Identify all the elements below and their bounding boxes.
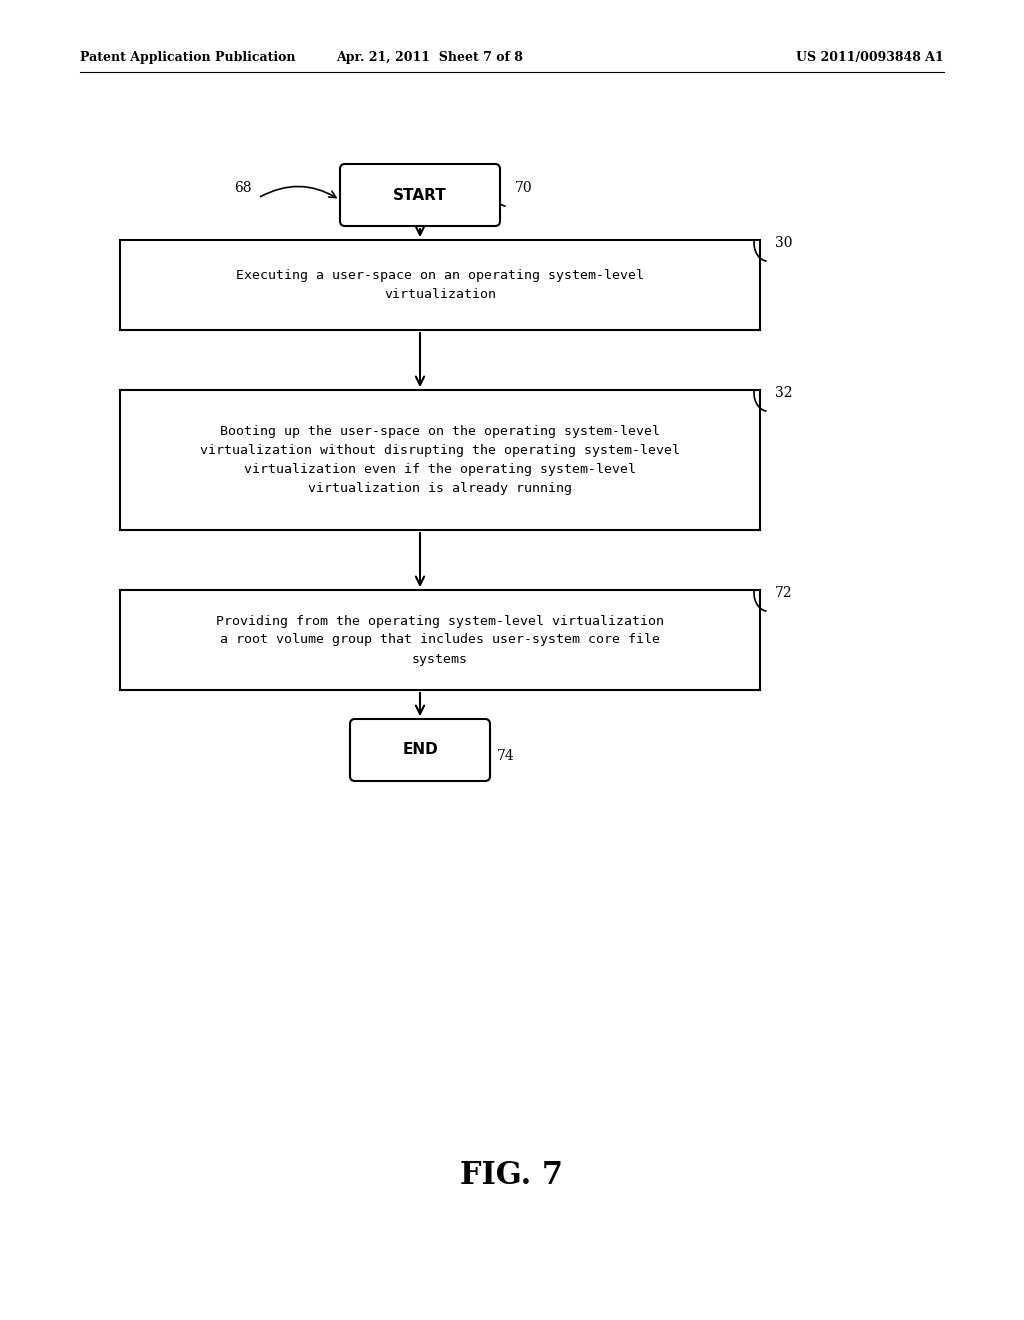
Text: END: END	[402, 742, 438, 758]
FancyBboxPatch shape	[120, 590, 760, 690]
Text: Booting up the user-space on the operating system-level
virtualization without d: Booting up the user-space on the operati…	[200, 425, 680, 495]
Text: 70: 70	[515, 181, 532, 195]
Text: FIG. 7: FIG. 7	[461, 1159, 563, 1191]
Text: 68: 68	[234, 181, 252, 195]
Text: Patent Application Publication: Patent Application Publication	[80, 51, 296, 65]
Text: 72: 72	[775, 586, 793, 601]
FancyBboxPatch shape	[120, 389, 760, 531]
Text: Apr. 21, 2011  Sheet 7 of 8: Apr. 21, 2011 Sheet 7 of 8	[337, 51, 523, 65]
Text: 32: 32	[775, 385, 793, 400]
Text: US 2011/0093848 A1: US 2011/0093848 A1	[797, 51, 944, 65]
FancyBboxPatch shape	[340, 164, 500, 226]
FancyBboxPatch shape	[350, 719, 490, 781]
Text: 30: 30	[775, 236, 793, 249]
Text: Providing from the operating system-level virtualization
a root volume group tha: Providing from the operating system-leve…	[216, 615, 664, 665]
Text: 74: 74	[497, 748, 515, 763]
Text: Executing a user-space on an operating system-level
virtualization: Executing a user-space on an operating s…	[236, 269, 644, 301]
FancyBboxPatch shape	[120, 240, 760, 330]
Text: START: START	[393, 187, 446, 202]
